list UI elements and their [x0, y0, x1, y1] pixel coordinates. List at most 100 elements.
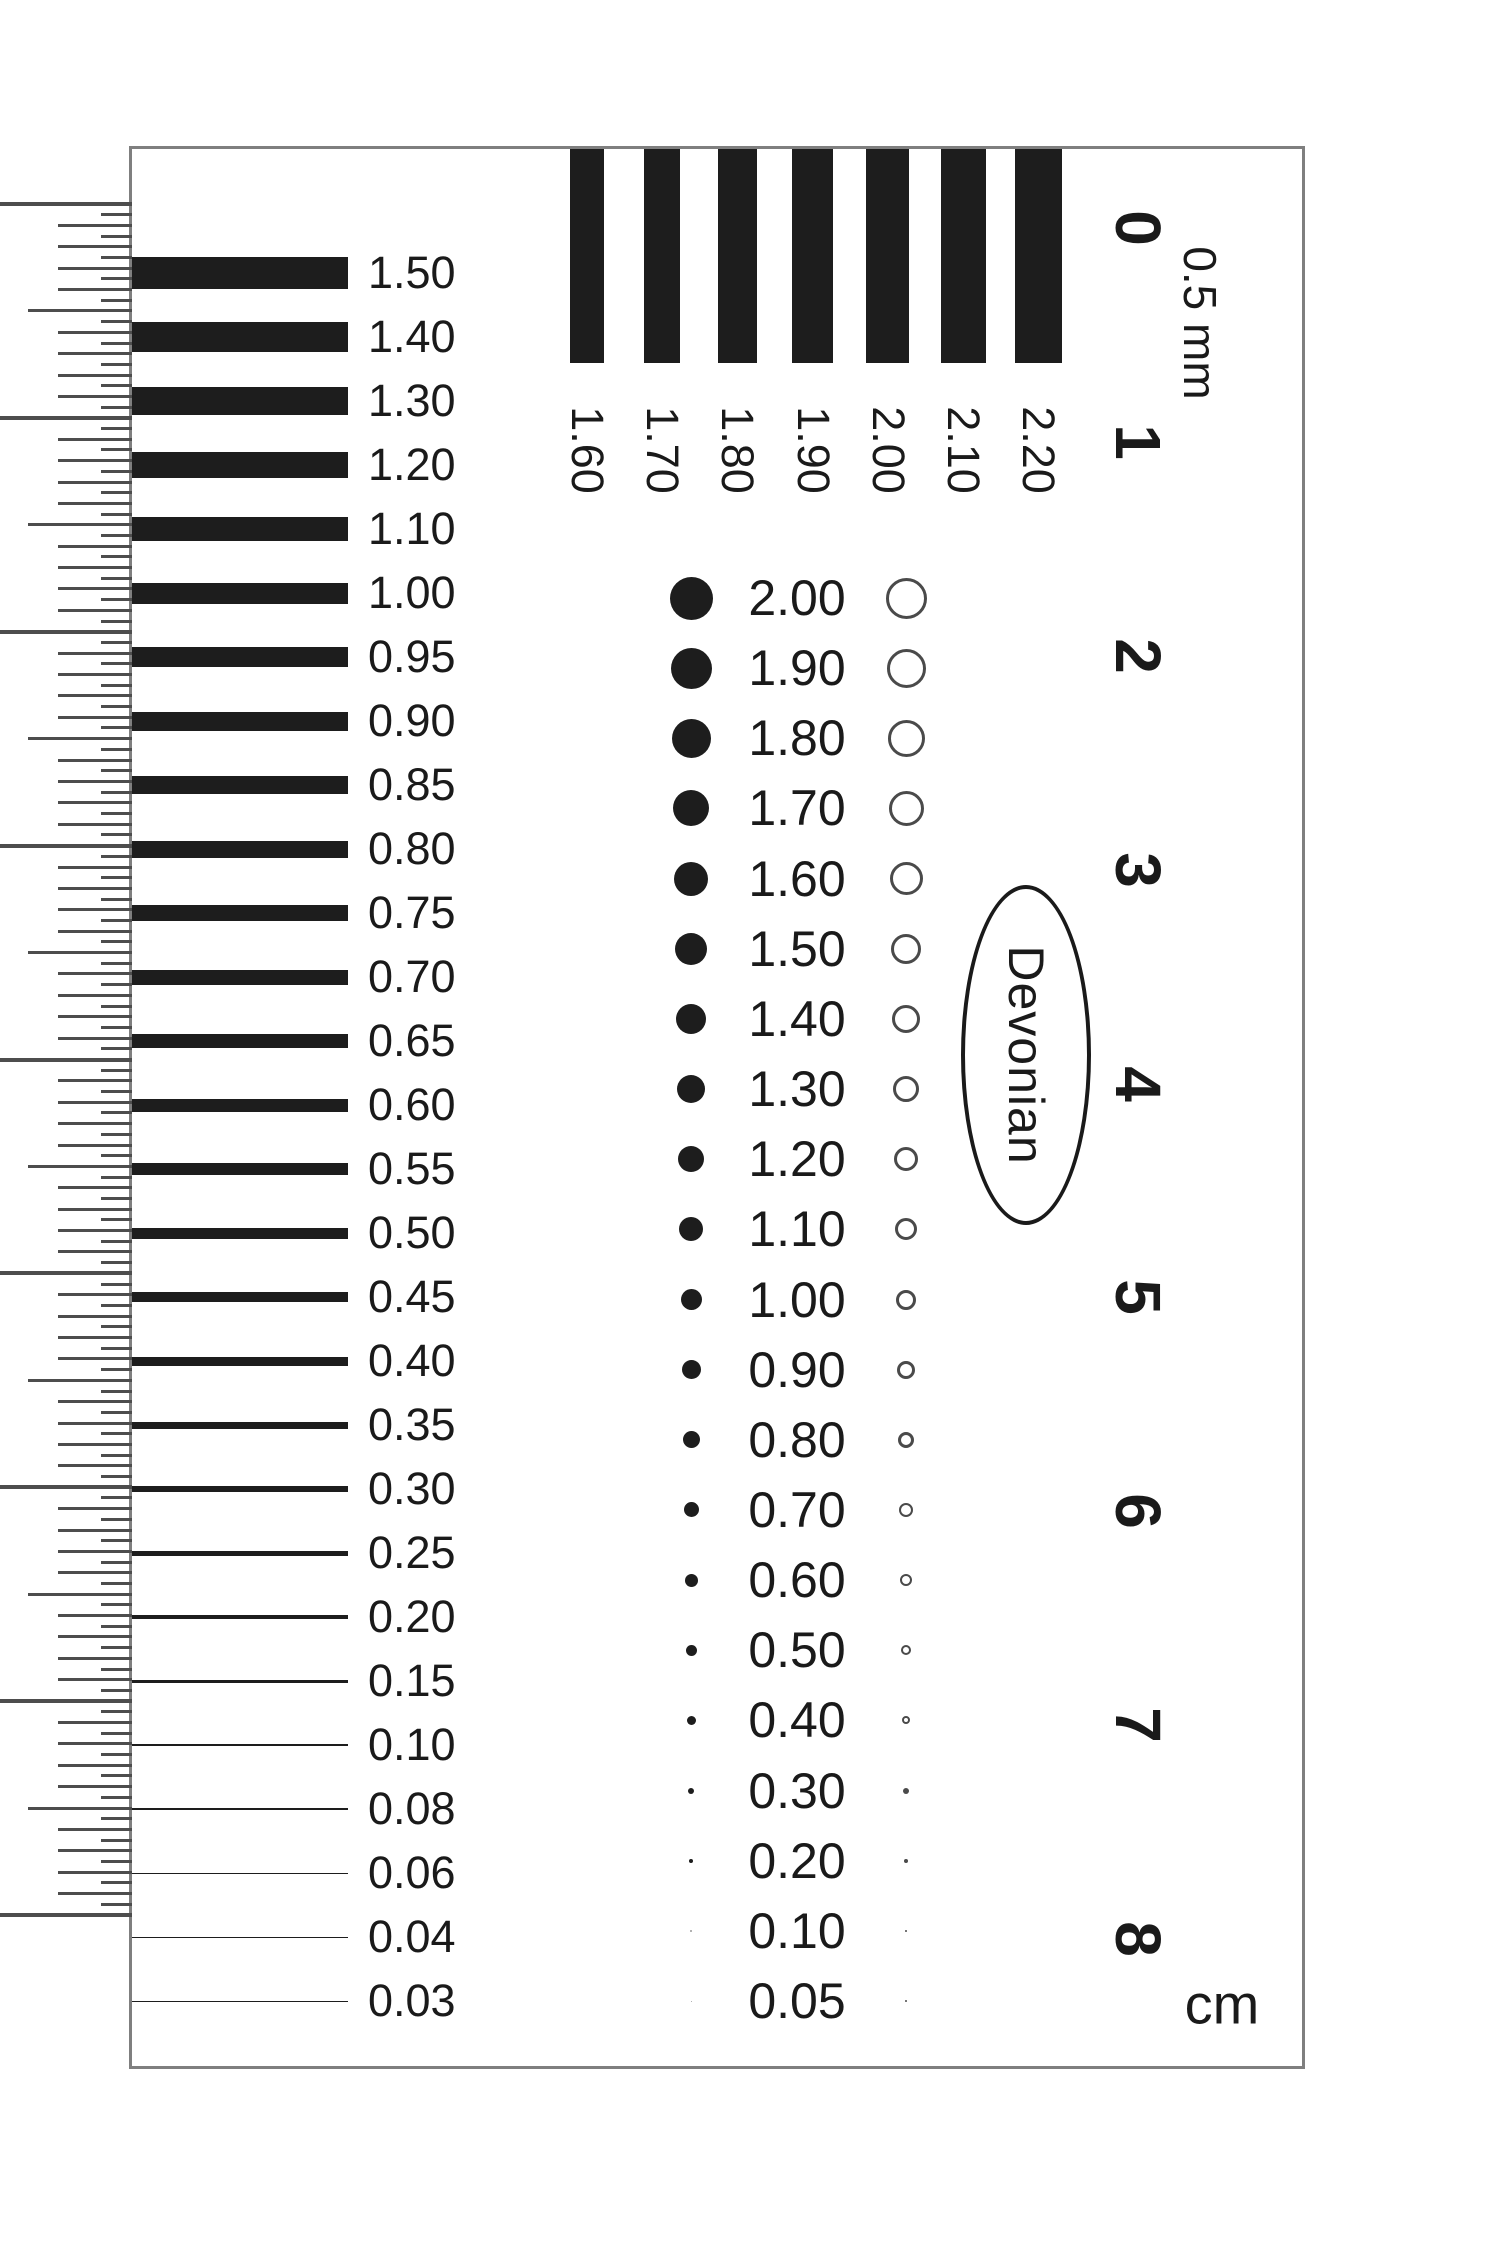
ruler-tick-mm	[58, 1635, 132, 1639]
ruler-tick-half-cm	[28, 1164, 132, 1168]
ruler-tick-mm	[58, 1785, 132, 1789]
ruler-tick-half-mm	[101, 598, 132, 602]
scale-bar-label: 0.20	[368, 1591, 456, 1642]
scale-bar-label: 1.00	[368, 567, 456, 618]
dot-filled	[683, 1502, 699, 1518]
scale-bar	[132, 1486, 348, 1492]
scale-bar-label: 1.30	[368, 375, 456, 426]
dot-open	[894, 1147, 918, 1172]
ruler-tick-half-mm	[101, 1902, 132, 1906]
ruler-tick-mm	[58, 694, 132, 698]
ruler-tick-half-mm	[101, 213, 132, 217]
ruler-tick-mm	[58, 865, 132, 869]
dot-filled	[670, 647, 712, 689]
ruler-tick-mm	[58, 1870, 132, 1874]
scale-bar-label: 0.30	[368, 1463, 456, 1514]
devonian-oval	[961, 885, 1091, 1225]
dot-filled	[682, 1431, 700, 1449]
dot-open	[896, 1289, 916, 1310]
scale-bar-vertical	[570, 149, 604, 363]
ruler-tick-half-mm	[101, 491, 132, 495]
ruler-tick-mm	[58, 1421, 132, 1425]
ruler-tick-mm	[58, 394, 132, 398]
ruler-tick-cm	[0, 415, 132, 420]
ruler-tick-half-mm	[101, 918, 132, 922]
dot-filled	[690, 1929, 692, 1932]
ruler-number: 0	[1102, 210, 1174, 246]
ruler-tick-half-mm	[101, 405, 132, 409]
ruler-tick-mm	[58, 1207, 132, 1211]
scale-bar-label: 0.50	[368, 1207, 456, 1258]
scale-bar	[132, 582, 348, 604]
ruler-tick-half-mm	[101, 1346, 132, 1350]
ruler-tick-half-mm	[101, 255, 132, 259]
dot-size-label: 1.40	[748, 990, 846, 1047]
ruler-tick-half-mm	[101, 1068, 132, 1072]
ruler-tick-half-mm	[101, 1603, 132, 1607]
dot-size-label: 2.00	[748, 570, 846, 626]
scale-bar-vertical-label: 1.70	[637, 406, 689, 494]
ruler-tick-mm	[58, 566, 132, 570]
dot-filled	[676, 1003, 706, 1034]
ruler-tick-half-mm	[101, 1688, 132, 1692]
scale-bar	[132, 1744, 348, 1746]
ruler-tick-half-mm	[101, 1881, 132, 1885]
ruler-tick-mm	[58, 587, 132, 591]
ruler-tick-mm	[58, 972, 132, 976]
dot-open	[885, 577, 927, 619]
ruler-number: 8	[1102, 1921, 1174, 1957]
ruler-tick-half-mm	[101, 362, 132, 366]
dot-size-label: 0.60	[748, 1552, 846, 1609]
ruler-tick-mm	[58, 288, 132, 292]
scale-bar-vertical-label: 2.00	[862, 406, 914, 494]
ruler-tick-half-mm	[101, 1154, 132, 1158]
ruler-tick-mm	[58, 1892, 132, 1896]
scale-bar-label: 0.90	[368, 695, 456, 746]
scale-bar	[132, 1872, 348, 1874]
ruler-tick-half-mm	[101, 384, 132, 388]
ruler-tick-mm	[58, 1549, 132, 1553]
ruler-tick-mm	[58, 373, 132, 377]
ruler-tick-half-cm	[28, 523, 132, 527]
scale-bar-vertical-label: 2.20	[1013, 406, 1065, 494]
ruler-tick-mm	[58, 715, 132, 719]
dot-open	[905, 2000, 907, 2002]
ruler-tick-mm	[58, 1507, 132, 1511]
dot-open	[886, 648, 926, 688]
scale-bar-label: 1.20	[368, 439, 456, 490]
scale-bar-vertical-label: 2.10	[938, 406, 989, 494]
ruler-tick-mm	[58, 673, 132, 677]
ruler-tick-half-cm	[28, 309, 132, 313]
scale-bar-vertical	[866, 149, 910, 363]
scale-bar	[132, 1421, 348, 1429]
scale-bar	[132, 776, 348, 794]
dot-filled	[671, 718, 711, 758]
ruler-tick-mm	[58, 1122, 132, 1126]
ruler-tick-half-mm	[101, 1581, 132, 1585]
ruler-tick-mm	[58, 1336, 132, 1340]
scale-bar-label: 0.06	[368, 1847, 456, 1898]
scale-bar-label: 0.04	[368, 1911, 456, 1962]
dot-size-label: 0.20	[748, 1832, 846, 1889]
ruler-tick-mm	[58, 886, 132, 890]
ruler-tick-half-mm	[101, 1517, 132, 1521]
dot-size-label: 1.50	[748, 920, 846, 977]
scale-bar	[132, 905, 348, 921]
scale-bar-label: 0.15	[368, 1655, 456, 1706]
ruler-tick-half-cm	[28, 1592, 132, 1596]
ruler-tick-mm	[58, 1357, 132, 1361]
dot-filled	[679, 1217, 703, 1242]
ruler-tick-half-mm	[101, 448, 132, 452]
ruler-tick-half-mm	[101, 983, 132, 987]
ruler-tick-half-mm	[101, 555, 132, 559]
ruler-tick-half-cm	[28, 951, 132, 955]
scale-bar-label: 1.10	[368, 503, 456, 554]
dot-filled	[669, 576, 713, 620]
ruler-tick-half-mm	[101, 576, 132, 580]
ruler-tick-half-mm	[101, 640, 132, 644]
ruler-tick-mm	[58, 1229, 132, 1233]
ruler-tick-half-mm	[101, 1325, 132, 1329]
scale-bar-label: 0.40	[368, 1335, 456, 1386]
scale-bar-label: 0.35	[368, 1399, 456, 1450]
